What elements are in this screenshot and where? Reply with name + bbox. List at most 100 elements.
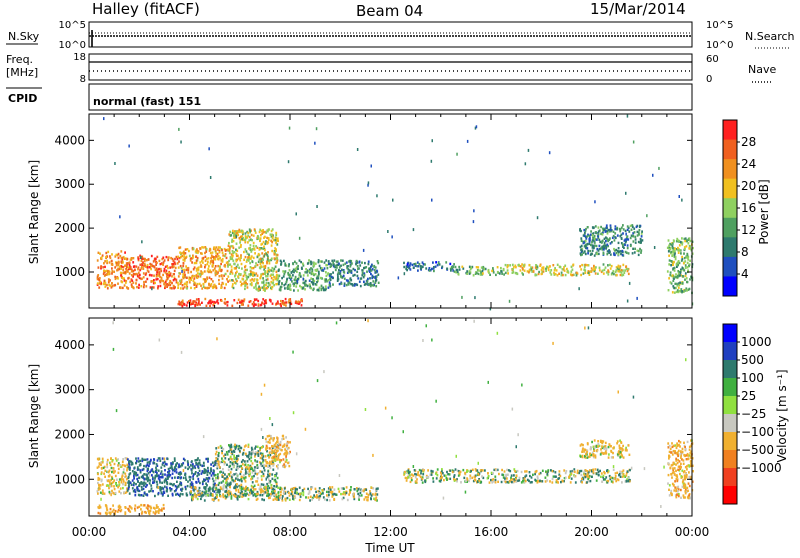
data-cell [370,282,372,284]
data-cell [273,499,275,501]
data-cell [610,224,612,226]
data-cell [580,246,582,248]
data-cell [263,464,265,466]
data-cell [466,471,468,473]
data-cell [249,228,251,230]
data-cell [375,499,377,501]
data-cell [359,264,361,266]
data-cell [591,253,593,255]
data-cell [346,492,348,494]
data-cell [251,278,253,280]
data-cell [211,474,213,476]
data-cell [208,265,210,267]
data-cell [632,226,634,228]
data-cell [496,469,498,471]
data-cell [199,482,201,484]
data-cell [231,305,233,307]
data-cell [268,435,270,437]
data-cell [270,484,272,486]
data-cell [202,481,204,483]
data-cell [142,262,144,264]
data-cell [184,283,186,285]
data-cell [361,489,363,491]
data-cell [227,304,229,306]
data-cell [363,498,365,500]
data-cell [185,466,187,468]
data-cell [140,463,142,465]
data-cell [118,262,120,264]
data-cell [565,477,567,479]
data-cell [571,266,573,268]
data-cell [259,449,261,451]
data-cell [593,226,595,228]
data-cell [541,273,543,275]
data-cell [247,256,249,258]
data-cell [260,258,262,260]
noise-cell [404,272,406,275]
data-cell [98,286,100,288]
noise-cell [537,216,539,219]
data-cell [357,268,359,270]
data-cell [565,470,567,472]
data-cell [231,279,233,281]
data-cell [109,485,111,487]
data-cell [195,250,197,252]
data-cell [315,283,317,285]
data-cell [507,481,509,483]
data-cell [286,442,288,444]
data-cell [263,499,265,501]
data-cell [264,249,266,251]
data-cell [305,268,307,270]
data-cell [136,273,138,275]
data-cell [197,252,199,254]
data-cell [250,258,252,260]
data-cell [230,461,232,463]
data-cell [488,272,490,274]
data-cell [271,473,273,475]
data-cell [138,460,140,462]
data-cell [249,458,251,460]
data-cell [263,475,265,477]
data-cell [515,478,517,480]
data-cell [346,265,348,267]
data-cell [339,283,341,285]
data-cell [240,478,242,480]
data-cell [133,273,135,275]
data-cell [126,464,128,466]
noise-cell [297,280,299,283]
data-cell [141,460,143,462]
data-cell [268,282,270,284]
data-cell [494,476,496,478]
data-cell [175,267,177,269]
data-cell [259,231,261,233]
data-cell [684,257,686,259]
data-cell [194,473,196,475]
data-cell [182,305,184,307]
data-cell [272,469,274,471]
data-cell [162,473,164,475]
data-cell [319,265,321,267]
data-cell [515,266,517,268]
data-cell [131,270,133,272]
data-cell [210,252,212,254]
data-cell [224,287,226,289]
data-cell [255,453,257,455]
data-cell [101,256,103,258]
data-cell [368,261,370,263]
data-cell [675,273,677,275]
data-cell [204,298,206,300]
data-cell [302,263,304,265]
data-cell [573,264,575,266]
data-cell [160,263,162,265]
data-cell [346,486,348,488]
nsearch-tick-low: 10^0 [706,40,733,51]
data-cell [592,244,594,246]
data-cell [565,274,567,276]
data-cell [324,267,326,269]
data-cell [574,475,576,477]
data-cell [603,272,605,274]
data-cell [625,265,627,267]
data-cell [341,487,343,489]
data-cell [222,472,224,474]
data-cell [339,266,341,268]
